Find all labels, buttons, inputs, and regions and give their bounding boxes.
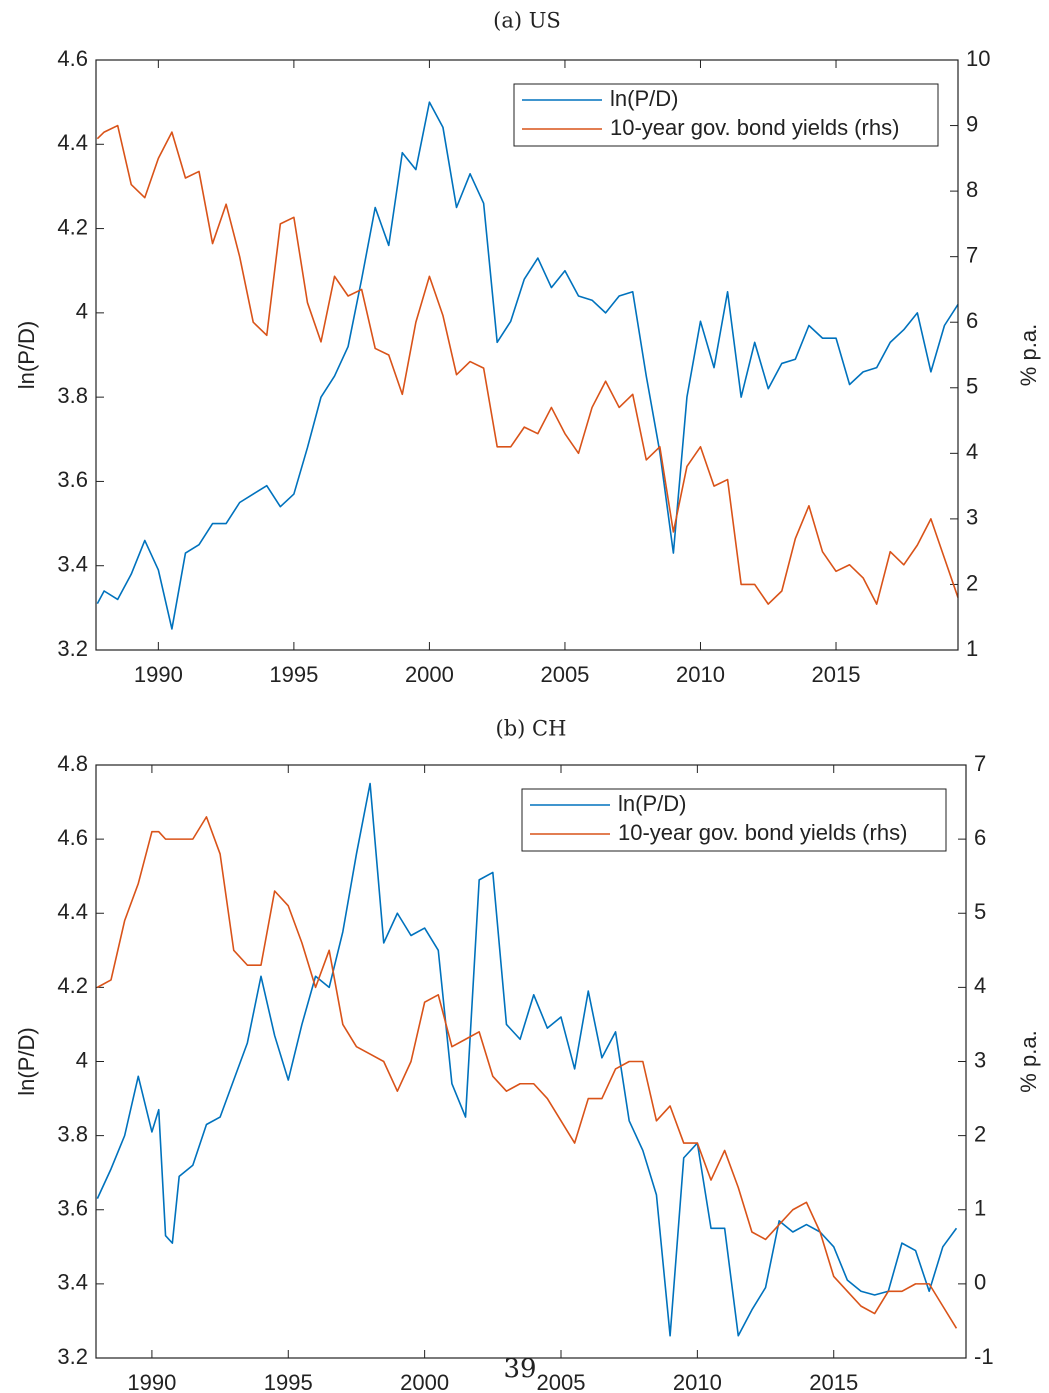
- page-number: 39: [503, 1354, 536, 1384]
- y2-tick-label: 1: [974, 1196, 986, 1221]
- legend-label: 10-year gov. bond yields (rhs): [610, 115, 899, 140]
- y-tick-label: 3.6: [57, 467, 88, 492]
- x-tick-label: 1990: [127, 1370, 176, 1393]
- y2-tick-label: 9: [966, 111, 978, 136]
- plot-frame: [95, 764, 967, 1359]
- x-tick-label: 2000: [400, 1370, 449, 1393]
- x-tick-label: 2000: [405, 662, 454, 687]
- y-axis-label: ln(P/D): [14, 1027, 39, 1095]
- y2-tick-label: 4: [974, 973, 986, 998]
- y2-tick-label: 5: [974, 899, 986, 924]
- y2-tick-label: 2: [974, 1121, 986, 1146]
- x-tick-label: 2005: [537, 1370, 586, 1393]
- y-tick-label: 4.2: [57, 214, 88, 239]
- y-tick-label: 3.6: [57, 1196, 88, 1221]
- y-tick-label: 4: [76, 1047, 88, 1072]
- x-tick-label: 1995: [264, 1370, 313, 1393]
- y2-tick-label: 4: [966, 439, 978, 464]
- x-tick-label: 2005: [540, 662, 589, 687]
- x-tick-label: 1995: [269, 662, 318, 687]
- y-tick-label: 3.8: [57, 383, 88, 408]
- y2-tick-label: -1: [974, 1344, 994, 1369]
- legend-box: [513, 83, 939, 147]
- y-tick-label: 3.2: [57, 636, 88, 661]
- y-tick-label: 4.8: [57, 751, 88, 776]
- y2-tick-label: 6: [974, 825, 986, 850]
- chart: (a) US ln(P/D) % p.a. 3.2 3.4 3.6 3.8 4 4.2 4.4 4.…: [14, 9, 1041, 687]
- x-tick-label: 2015: [812, 662, 861, 687]
- y2-tick-label: 6: [966, 308, 978, 333]
- y-tick-label: 4.6: [57, 46, 88, 71]
- y-tick-label: 3.4: [57, 552, 88, 577]
- y-tick-label: 4: [76, 299, 88, 324]
- y-tick-label: 3.8: [57, 1121, 88, 1146]
- y2-tick-label: 10: [966, 46, 990, 71]
- legend-label: 10-year gov. bond yields (rhs): [618, 820, 907, 845]
- legend-box: [521, 788, 947, 852]
- y-axis-label: ln(P/D): [14, 321, 39, 389]
- y2-tick-label: 7: [966, 242, 978, 267]
- y2-tick-label: 3: [974, 1047, 986, 1072]
- y-tick-label: 4.4: [57, 130, 88, 155]
- x-tick-label: 2015: [809, 1370, 858, 1393]
- chart: (b) CH ln(P/D) % p.a. 3.2 3.4 3.6 3.8 4 4.2 4.4 4.…: [14, 717, 1041, 1393]
- legend-label: ln(P/D): [618, 791, 686, 816]
- series-line: [96, 124, 959, 605]
- x-tick-label: 2010: [676, 662, 725, 687]
- plot-frame: [95, 59, 959, 651]
- y2-tick-label: 7: [974, 751, 986, 776]
- y-tick-label: 3.4: [57, 1270, 88, 1295]
- y2-tick-label: 3: [966, 505, 978, 530]
- y2-axis-label: % p.a.: [1016, 1030, 1041, 1092]
- y2-tick-label: 1: [966, 636, 978, 661]
- y2-axis-label: % p.a.: [1016, 324, 1041, 386]
- y-tick-label: 4.6: [57, 825, 88, 850]
- y2-tick-label: 8: [966, 177, 978, 202]
- x-tick-label: 1990: [134, 662, 183, 687]
- y-tick-label: 4.2: [57, 973, 88, 998]
- legend-label: ln(P/D): [610, 86, 678, 111]
- x-tick-label: 2010: [673, 1370, 722, 1393]
- chart-title: (a) US: [493, 9, 561, 33]
- y-tick-label: 3.2: [57, 1344, 88, 1369]
- series-line: [96, 816, 958, 1329]
- y2-tick-label: 2: [966, 570, 978, 595]
- series-line: [96, 782, 958, 1337]
- y-tick-label: 4.4: [57, 899, 88, 924]
- series-line: [96, 101, 959, 630]
- chart-title: (b) CH: [496, 717, 567, 741]
- y2-tick-label: 5: [966, 374, 978, 399]
- y2-tick-label: 0: [974, 1270, 986, 1295]
